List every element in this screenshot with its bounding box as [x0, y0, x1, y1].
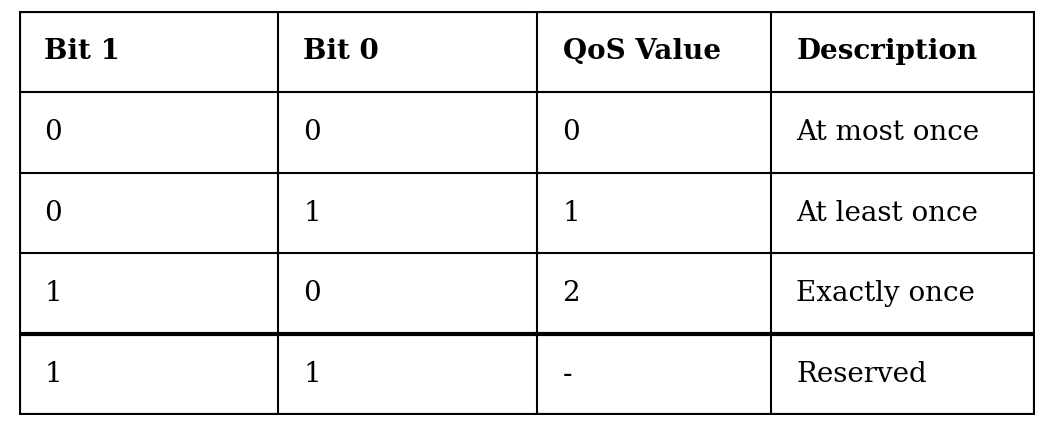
- Text: Bit 0: Bit 0: [304, 37, 379, 65]
- Bar: [278, 253, 538, 334]
- Text: 0: 0: [304, 118, 321, 146]
- Text: At most once: At most once: [796, 118, 979, 146]
- Text: 0: 0: [44, 118, 62, 146]
- Text: 0: 0: [563, 118, 581, 146]
- Bar: [538, 92, 770, 173]
- Bar: [278, 11, 538, 92]
- Text: 1: 1: [304, 361, 321, 389]
- Bar: [538, 173, 770, 253]
- Bar: [19, 92, 278, 173]
- Bar: [19, 253, 278, 334]
- Text: Bit 1: Bit 1: [44, 37, 120, 65]
- Text: 0: 0: [44, 199, 62, 227]
- Bar: [19, 334, 278, 415]
- Bar: [278, 334, 538, 415]
- Bar: [538, 11, 770, 92]
- Bar: [19, 11, 278, 92]
- Text: 0: 0: [304, 280, 321, 308]
- Text: QoS Value: QoS Value: [563, 37, 721, 65]
- Text: 1: 1: [44, 361, 62, 389]
- Bar: [770, 11, 1035, 92]
- Bar: [770, 92, 1035, 173]
- Text: Description: Description: [796, 37, 977, 65]
- Bar: [538, 253, 770, 334]
- Text: 1: 1: [563, 199, 581, 227]
- Text: At least once: At least once: [796, 199, 978, 227]
- Text: 1: 1: [304, 199, 321, 227]
- Bar: [278, 92, 538, 173]
- Text: Exactly once: Exactly once: [796, 280, 975, 308]
- Bar: [278, 173, 538, 253]
- Bar: [538, 334, 770, 415]
- Bar: [770, 173, 1035, 253]
- Text: -: -: [563, 361, 572, 389]
- Text: 1: 1: [44, 280, 62, 308]
- Bar: [19, 173, 278, 253]
- Bar: [770, 334, 1035, 415]
- Text: 2: 2: [563, 280, 580, 308]
- Text: Reserved: Reserved: [796, 361, 928, 389]
- Bar: [770, 253, 1035, 334]
